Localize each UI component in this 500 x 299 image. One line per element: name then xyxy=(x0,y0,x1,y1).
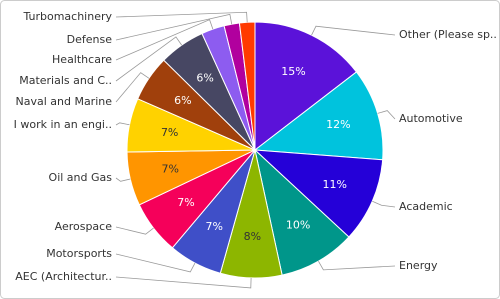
slice-label: 6% xyxy=(174,94,191,107)
leader-line xyxy=(115,13,233,41)
leader-line xyxy=(115,177,131,182)
pie-slice xyxy=(238,21,256,151)
category-label: Materials and C.. xyxy=(19,74,112,87)
leader-line xyxy=(115,122,130,126)
leader-line xyxy=(115,11,248,23)
category-label: Turbomachinery xyxy=(22,10,112,23)
category-label: Defense xyxy=(67,33,113,46)
slice-label: 10% xyxy=(286,219,310,232)
category-label: Aerospace xyxy=(55,220,113,233)
leader-line xyxy=(115,276,252,289)
leader-line xyxy=(115,226,154,235)
category-label: Energy xyxy=(399,259,438,272)
pie-slice xyxy=(254,21,358,152)
pie-slice xyxy=(254,148,350,276)
slice-label: 7% xyxy=(162,163,179,176)
category-label: Academic xyxy=(399,200,453,213)
leader-line xyxy=(115,72,150,103)
slice-label: 7% xyxy=(177,196,194,209)
category-label: I work in an engi.. xyxy=(14,118,112,131)
slice-label: 6% xyxy=(196,72,213,85)
slice-label: 15% xyxy=(281,65,305,78)
leader-line xyxy=(115,36,182,82)
category-label: Motorsports xyxy=(46,247,112,260)
leader-line xyxy=(318,260,396,271)
slice-label: 8% xyxy=(244,230,261,243)
slice-label: 12% xyxy=(326,118,350,131)
leader-line xyxy=(115,19,214,61)
pie-slice xyxy=(253,71,384,161)
category-label: Healthcare xyxy=(52,53,112,66)
slice-label: 7% xyxy=(205,220,222,233)
category-label: Automotive xyxy=(399,112,463,125)
category-label: Oil and Gas xyxy=(49,171,113,184)
leader-line xyxy=(377,110,396,120)
category-label: AEC (Architectur.. xyxy=(15,270,112,283)
leader-line xyxy=(311,25,396,36)
slice-label: 11% xyxy=(323,178,347,191)
leader-line xyxy=(115,253,196,273)
category-label: Naval and Marine xyxy=(15,95,112,108)
leader-line xyxy=(372,200,396,208)
slice-label: 7% xyxy=(161,126,178,139)
category-label: Other (Please sp.. xyxy=(399,28,497,41)
